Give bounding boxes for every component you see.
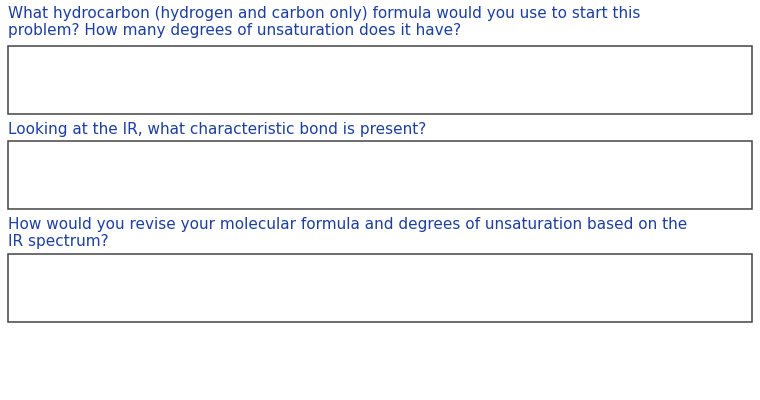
Text: What hydrocarbon (hydrogen and carbon only) formula would you use to start this
: What hydrocarbon (hydrogen and carbon on… xyxy=(8,6,641,38)
Text: How would you revise your molecular formula and degrees of unsaturation based on: How would you revise your molecular form… xyxy=(8,217,687,250)
Text: Looking at the IR, what characteristic bond is present?: Looking at the IR, what characteristic b… xyxy=(8,122,426,137)
